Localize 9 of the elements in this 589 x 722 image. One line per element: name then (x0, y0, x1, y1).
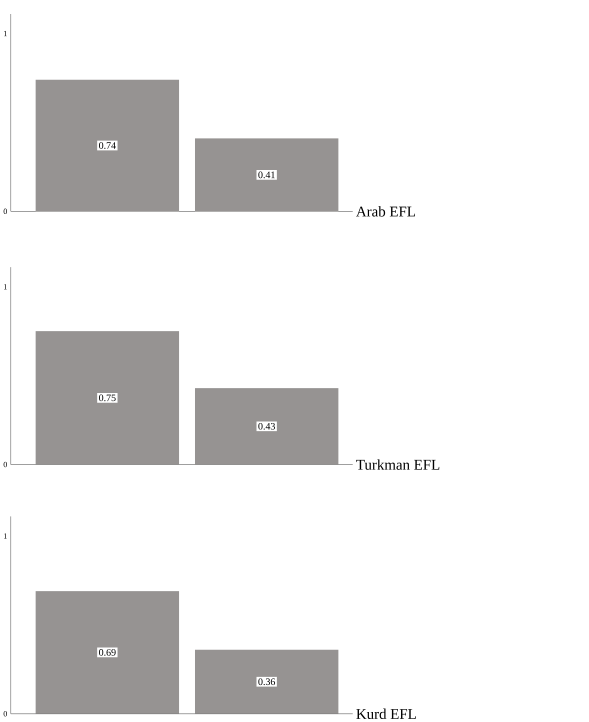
x-axis-title: Turkman EFL (356, 459, 440, 470)
data-label: 0.41 (258, 172, 275, 178)
data-label: 0.43 (258, 422, 276, 430)
x-axis-title: Arab EFL (356, 206, 416, 217)
x-axis-title: Kurd EFL (356, 708, 416, 720)
data-label: 0.75 (99, 394, 116, 402)
data-label: 0.36 (258, 678, 276, 686)
data-label: 0.69 (99, 649, 116, 656)
data-label: 0.74 (99, 142, 116, 149)
